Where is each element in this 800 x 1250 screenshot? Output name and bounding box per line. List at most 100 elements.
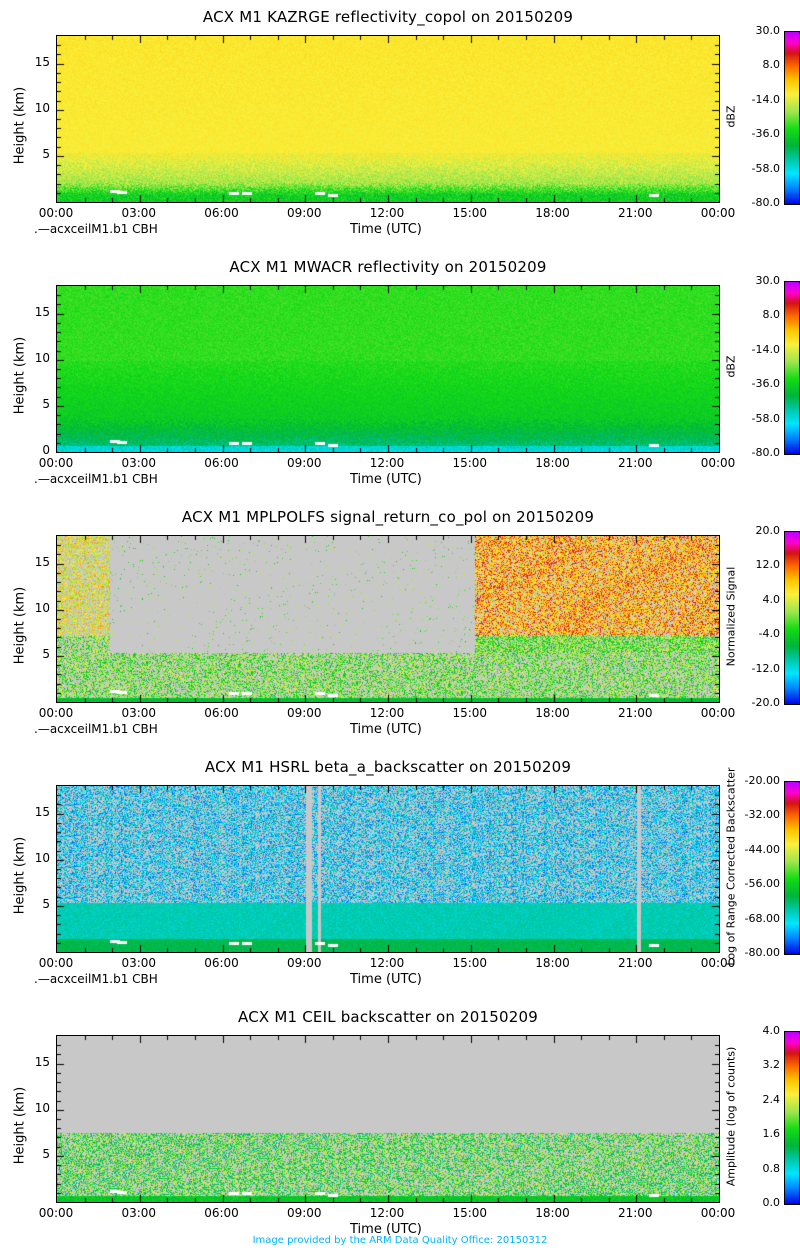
x-tick-label: 00:00 <box>38 706 74 720</box>
x-tick-label: 21:00 <box>617 706 653 720</box>
x-tick-label: 03:00 <box>121 456 157 470</box>
y-tick-label: 5 <box>42 646 50 661</box>
colorbar-tick-label: -12.0 <box>751 661 780 675</box>
colorbar-tick-label: -20.00 <box>744 774 780 787</box>
colorbar-tick-label: 4.0 <box>762 1024 781 1037</box>
x-axis-label: Time (UTC) <box>350 472 422 487</box>
colorbar-tick-label: 0.8 <box>762 1161 781 1175</box>
x-tick-label: 00:00 <box>700 956 736 970</box>
y-tick-label: 10 <box>34 600 50 615</box>
x-tick-label: 18:00 <box>535 1206 570 1220</box>
y-tick-label: 10 <box>34 850 50 865</box>
y-tick-label: 15 <box>34 1054 50 1069</box>
chart-panel-5: ACX M1 CEIL backscatter on 20150209 Heigh… <box>0 1000 800 1250</box>
colorbar-tick-label: 4.0 <box>762 592 781 606</box>
y-tick-label: 15 <box>34 304 50 319</box>
colorbar-tick-label: -44.00 <box>744 842 780 856</box>
cbh-legend-note: .—acxceilM1.b1 CBH <box>34 722 158 736</box>
x-tick-label: 00:00 <box>700 1206 736 1220</box>
x-axis-label: Time (UTC) <box>350 972 422 987</box>
colorbar-tick-label: -58.0 <box>751 411 780 425</box>
x-tick-label: 21:00 <box>617 206 653 220</box>
colorbar-tick-label: 12.0 <box>755 558 781 572</box>
x-tick-label: 00:00 <box>38 206 74 220</box>
x-tick-label: 00:00 <box>700 456 736 470</box>
x-tick-label: 12:00 <box>369 206 405 220</box>
y-tick-label: 10 <box>34 100 50 115</box>
colorbar <box>784 531 800 705</box>
colorbar-tick-label: 30.0 <box>755 274 781 287</box>
colorbar-tick-label: -58.0 <box>751 161 780 175</box>
colorbar <box>784 281 800 455</box>
colorbar-tick-label: 0.0 <box>762 1196 781 1209</box>
chart-panel-3: ACX M1 MPLPOLFS signal_return_co_pol on … <box>0 500 800 750</box>
y-tick-label: 10 <box>34 350 50 365</box>
x-tick-label: 15:00 <box>452 706 488 720</box>
cbh-legend-note: .—acxceilM1.b1 CBH <box>34 972 158 986</box>
x-tick-label: 09:00 <box>286 456 322 470</box>
x-tick-label: 18:00 <box>535 706 570 720</box>
x-tick-label: 15:00 <box>452 206 488 220</box>
x-tick-label: 09:00 <box>286 706 322 720</box>
colorbar-tick-label: 20.0 <box>755 524 781 537</box>
x-tick-label: 15:00 <box>452 456 488 470</box>
x-tick-label: 12:00 <box>369 1206 405 1220</box>
x-tick-label: 06:00 <box>204 956 239 970</box>
x-tick-label: 12:00 <box>369 456 405 470</box>
colorbar-tick-label: 2.4 <box>762 1092 781 1106</box>
chart-panel-2: ACX M1 MWACR reflectivity on 20150209 Hei… <box>0 250 800 500</box>
x-tick-label: 00:00 <box>700 706 736 720</box>
y-tick-label: 10 <box>34 1100 50 1115</box>
chart-title: ACX M1 HSRL beta_a_backscatter on 201502… <box>204 758 572 776</box>
x-tick-label: 21:00 <box>617 456 653 470</box>
x-tick-label: 15:00 <box>452 956 488 970</box>
heatmap-plot <box>56 1035 720 1203</box>
x-tick-label: 03:00 <box>121 206 157 220</box>
footer-credit: Image provided by the ARM Data Quality O… <box>252 1235 548 1246</box>
heatmap-plot <box>56 785 720 953</box>
chart-panel-1: ACX M1 KAZRGE reflectivity_copol on 2015… <box>0 0 800 250</box>
x-tick-label: 00:00 <box>38 456 74 470</box>
x-tick-label: 12:00 <box>369 706 405 720</box>
colorbar-tick-label: -14.0 <box>751 92 780 106</box>
chart-title: ACX M1 MWACR reflectivity on 20150209 <box>229 258 547 276</box>
colorbar <box>784 1031 800 1205</box>
x-tick-label: 18:00 <box>535 456 570 470</box>
x-tick-label: 09:00 <box>286 1206 322 1220</box>
colorbar-tick-label: -68.00 <box>744 911 780 925</box>
x-tick-label: 06:00 <box>204 1206 239 1220</box>
colorbar-label: Normalized Signal <box>724 566 738 667</box>
x-tick-label: 03:00 <box>121 1206 157 1220</box>
colorbar-tick-label: 30.0 <box>755 24 781 37</box>
x-tick-label: 21:00 <box>617 1206 653 1220</box>
x-tick-label: 06:00 <box>204 456 239 470</box>
x-tick-label: 21:00 <box>617 956 653 970</box>
y-tick-label: 5 <box>42 896 50 911</box>
y-tick-label: 15 <box>34 804 50 819</box>
colorbar-tick-label: -80.0 <box>751 196 780 209</box>
x-tick-label: 00:00 <box>700 206 736 220</box>
colorbar-tick-label: -14.0 <box>751 342 780 356</box>
x-tick-label: 00:00 <box>38 1206 74 1220</box>
colorbar-tick-label: 8.0 <box>762 308 781 322</box>
colorbar-tick-label: -80.0 <box>751 446 780 459</box>
colorbar-label: dBZ <box>724 355 738 378</box>
x-tick-label: 03:00 <box>121 706 157 720</box>
colorbar-tick-label: -80.00 <box>744 946 780 959</box>
x-tick-label: 18:00 <box>535 206 570 220</box>
colorbar-tick-label: -36.0 <box>751 377 780 391</box>
colorbar-tick-label: -56.00 <box>744 877 780 891</box>
y-tick-label: 0 <box>42 443 50 457</box>
x-tick-label: 00:00 <box>38 956 74 970</box>
y-tick-label: 5 <box>42 1146 50 1161</box>
colorbar-tick-label: -32.00 <box>744 808 780 822</box>
x-axis-label: Time (UTC) <box>350 1222 422 1237</box>
colorbar <box>784 31 800 205</box>
y-tick-label: 15 <box>34 554 50 569</box>
x-tick-label: 15:00 <box>452 1206 488 1220</box>
chart-panel-4: ACX M1 HSRL beta_a_backscatter on 201502… <box>0 750 800 1000</box>
chart-title: ACX M1 MPLPOLFS signal_return_co_pol on … <box>181 508 595 526</box>
colorbar-tick-label: -36.0 <box>751 127 780 141</box>
colorbar-label: dBZ <box>724 105 738 128</box>
